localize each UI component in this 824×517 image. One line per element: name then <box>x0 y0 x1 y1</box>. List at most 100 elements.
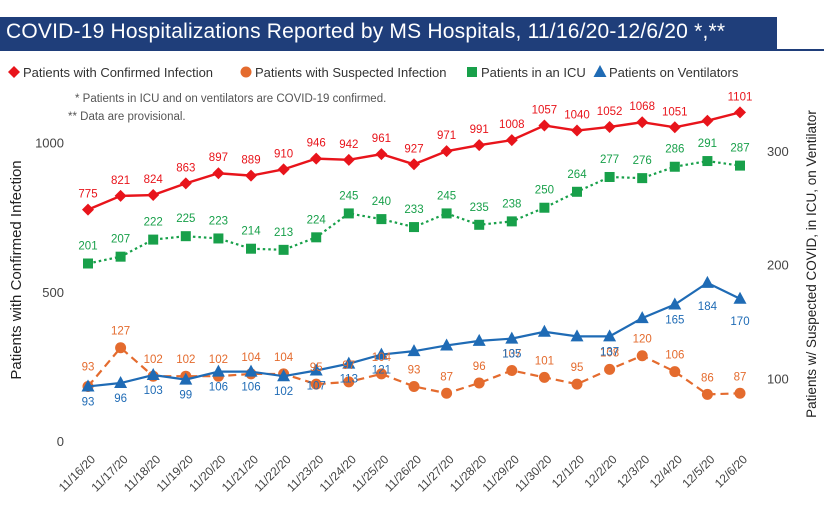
data-point <box>538 371 550 383</box>
data-label: 95 <box>571 362 584 374</box>
data-label: 942 <box>339 139 358 151</box>
data-point <box>603 120 616 133</box>
data-point <box>82 203 94 216</box>
data-label: 137 <box>600 346 619 358</box>
data-label: 108 <box>600 347 619 359</box>
data-point <box>310 378 322 390</box>
x-tick-label: 12/4/20 <box>647 452 685 490</box>
data-point <box>538 119 551 132</box>
data-label: 889 <box>241 155 260 167</box>
data-label: 96 <box>473 361 486 373</box>
data-label: 927 <box>404 143 423 155</box>
x-tick-label: 12/3/20 <box>614 452 652 490</box>
data-label: 1040 <box>564 110 590 122</box>
data-label: 1101 <box>728 91 753 103</box>
data-point <box>146 368 160 381</box>
data-point <box>246 243 256 254</box>
data-label: 863 <box>176 162 195 174</box>
data-point <box>374 347 388 360</box>
data-point <box>343 208 354 219</box>
data-point <box>700 275 714 288</box>
legend-item: Patients on Ventilators <box>593 65 739 80</box>
data-point <box>571 378 583 390</box>
data-point <box>669 161 680 172</box>
data-label: 946 <box>307 138 326 150</box>
y-right-tick-label: 300 <box>767 144 789 159</box>
data-label: 824 <box>144 174 164 186</box>
data-label: 97 <box>342 360 355 372</box>
data-label: 107 <box>307 381 326 393</box>
data-point <box>668 121 681 134</box>
data-label: 165 <box>665 314 684 326</box>
series-0 <box>82 106 746 216</box>
data-point <box>147 189 160 202</box>
legend-item: Patients with Confirmed Infection <box>8 65 213 80</box>
data-label: 87 <box>734 371 747 383</box>
data-label: 264 <box>567 169 587 181</box>
data-point <box>407 344 421 357</box>
data-label: 224 <box>307 214 327 226</box>
data-point <box>277 369 291 382</box>
data-label: 223 <box>209 215 228 227</box>
data-point <box>375 148 388 161</box>
data-label: 1051 <box>662 106 688 118</box>
data-point <box>179 177 192 190</box>
data-label: 93 <box>408 364 421 376</box>
data-point <box>467 67 477 77</box>
data-point <box>734 106 746 119</box>
data-label: 213 <box>274 227 293 239</box>
data-point <box>636 350 648 362</box>
data-label: 106 <box>665 350 684 362</box>
data-point <box>115 251 126 262</box>
data-point <box>441 387 453 399</box>
data-point <box>211 364 225 377</box>
data-point <box>669 366 681 378</box>
data-point <box>539 202 550 213</box>
data-point <box>244 364 258 377</box>
data-point <box>637 173 648 184</box>
y-right-tick-label: 100 <box>767 371 789 386</box>
data-label: 1068 <box>629 101 655 113</box>
title-rule <box>0 49 824 51</box>
x-tick-label: 12/5/20 <box>679 452 717 490</box>
data-label: 910 <box>274 148 293 160</box>
title-box: COVID-19 Hospitalizations Reported by MS… <box>0 17 777 49</box>
data-label: 238 <box>502 198 521 210</box>
data-point <box>342 356 356 369</box>
note-icu-ventilator: * Patients in ICU and on ventilators are… <box>75 93 386 105</box>
title-bar: COVID-19 Hospitalizations Reported by MS… <box>0 0 824 51</box>
data-label: 86 <box>701 372 714 384</box>
data-label: 240 <box>372 196 391 208</box>
data-label: 104 <box>274 352 294 364</box>
data-label: 245 <box>339 190 358 202</box>
data-label: 961 <box>372 133 391 145</box>
data-point <box>342 153 355 166</box>
data-point <box>115 342 127 354</box>
data-label: 101 <box>535 355 554 367</box>
data-point <box>277 163 290 176</box>
data-label: 106 <box>209 382 228 394</box>
data-point <box>441 208 452 219</box>
data-label: 1052 <box>597 106 623 118</box>
data-label: 95 <box>310 362 323 374</box>
data-label: 113 <box>340 374 358 386</box>
legend-label: Patients in an ICU <box>481 65 586 80</box>
data-point <box>593 65 607 77</box>
data-label: 991 <box>470 124 489 136</box>
data-point <box>240 66 252 78</box>
data-label: 87 <box>440 371 453 383</box>
data-label: 102 <box>144 354 163 366</box>
data-point <box>213 233 224 244</box>
data-point <box>408 380 420 392</box>
data-label: 135 <box>502 349 521 361</box>
data-point <box>635 311 649 324</box>
data-point <box>506 216 517 227</box>
data-point <box>506 365 518 377</box>
data-label: 107 <box>502 349 521 361</box>
data-point <box>537 324 551 337</box>
data-point <box>572 186 582 197</box>
data-label: 103 <box>144 385 163 397</box>
y-left-tick-label: 500 <box>42 285 64 300</box>
data-label: 104 <box>241 352 261 364</box>
data-point <box>343 376 355 388</box>
